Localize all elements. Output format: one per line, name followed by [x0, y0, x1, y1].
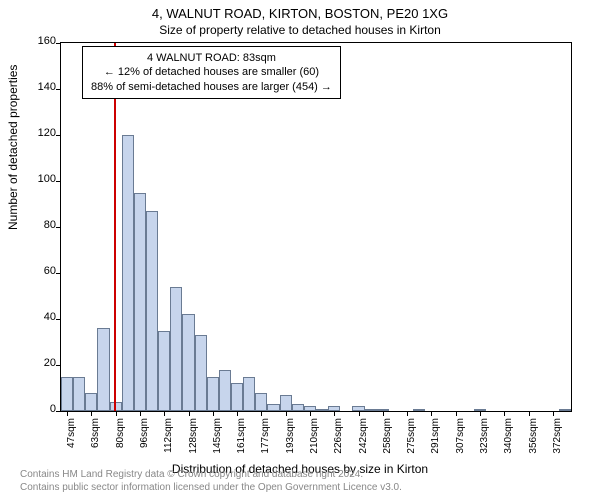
histogram-bar	[182, 314, 194, 411]
xtick-mark	[286, 411, 287, 416]
xtick-label: 80sqm	[115, 418, 126, 458]
xtick-mark	[456, 411, 457, 416]
ytick-mark	[56, 43, 61, 44]
xtick-label: 210sqm	[309, 418, 320, 458]
xtick-label: 275sqm	[406, 418, 417, 458]
histogram-bar	[146, 211, 158, 411]
ytick-mark	[56, 135, 61, 136]
xtick-mark	[334, 411, 335, 416]
histogram-bar	[158, 331, 170, 412]
xtick-mark	[213, 411, 214, 416]
ytick-label: 160	[16, 35, 56, 47]
xtick-label: 128sqm	[188, 418, 199, 458]
ytick-mark	[56, 89, 61, 90]
histogram-bar	[134, 193, 146, 412]
histogram-bar	[207, 377, 219, 412]
histogram-bar	[73, 377, 85, 412]
xtick-label: 145sqm	[212, 418, 223, 458]
ytick-label: 80	[16, 219, 56, 231]
histogram-bar	[267, 404, 279, 411]
chart-title: 4, WALNUT ROAD, KIRTON, BOSTON, PE20 1XG	[0, 0, 600, 21]
footer-attribution: Contains HM Land Registry data © Crown c…	[20, 469, 402, 494]
histogram-bar	[219, 370, 231, 411]
histogram-bar	[255, 393, 267, 411]
xtick-mark	[140, 411, 141, 416]
annotation-box: 4 WALNUT ROAD: 83sqm ← 12% of detached h…	[82, 46, 341, 99]
footer-line1: Contains HM Land Registry data © Crown c…	[20, 469, 402, 482]
ytick-label: 0	[16, 403, 56, 415]
ytick-mark	[56, 181, 61, 182]
ytick-label: 140	[16, 81, 56, 93]
xtick-label: 226sqm	[333, 418, 344, 458]
histogram-bar	[292, 404, 304, 411]
annotation-line3: 88% of semi-detached houses are larger (…	[91, 80, 332, 94]
ytick-mark	[56, 319, 61, 320]
xtick-mark	[67, 411, 68, 416]
xtick-label: 340sqm	[503, 418, 514, 458]
xtick-label: 63sqm	[90, 418, 101, 458]
ytick-label: 60	[16, 265, 56, 277]
xtick-label: 242sqm	[358, 418, 369, 458]
histogram-bar	[97, 328, 109, 411]
xtick-label: 112sqm	[163, 418, 174, 458]
xtick-mark	[359, 411, 360, 416]
xtick-label: 258sqm	[382, 418, 393, 458]
ytick-mark	[56, 273, 61, 274]
xtick-mark	[407, 411, 408, 416]
histogram-bar	[195, 335, 207, 411]
xtick-label: 307sqm	[455, 418, 466, 458]
xtick-label: 372sqm	[552, 418, 563, 458]
histogram-bar	[280, 395, 292, 411]
xtick-label: 323sqm	[479, 418, 490, 458]
xtick-mark	[383, 411, 384, 416]
xtick-label: 96sqm	[139, 418, 150, 458]
histogram-bar	[559, 409, 571, 411]
xtick-mark	[553, 411, 554, 416]
histogram-bar	[231, 383, 243, 411]
xtick-mark	[431, 411, 432, 416]
histogram-bar	[122, 135, 134, 411]
histogram-bar	[365, 409, 377, 411]
xtick-label: 47sqm	[66, 418, 77, 458]
histogram-bar	[243, 377, 255, 412]
xtick-mark	[189, 411, 190, 416]
xtick-mark	[310, 411, 311, 416]
xtick-mark	[91, 411, 92, 416]
ytick-mark	[56, 411, 61, 412]
xtick-label: 193sqm	[285, 418, 296, 458]
xtick-label: 356sqm	[528, 418, 539, 458]
xtick-mark	[164, 411, 165, 416]
xtick-mark	[529, 411, 530, 416]
chart-subtitle: Size of property relative to detached ho…	[0, 21, 600, 37]
xtick-mark	[116, 411, 117, 416]
ytick-label: 40	[16, 311, 56, 323]
xtick-label: 177sqm	[260, 418, 271, 458]
annotation-line1: 4 WALNUT ROAD: 83sqm	[91, 51, 332, 65]
annotation-line2: ← 12% of detached houses are smaller (60…	[91, 65, 332, 79]
histogram-bar	[85, 393, 97, 411]
ytick-mark	[56, 227, 61, 228]
histogram-bar	[170, 287, 182, 411]
xtick-label: 291sqm	[430, 418, 441, 458]
histogram-bar	[316, 409, 328, 411]
ytick-label: 20	[16, 357, 56, 369]
histogram-bar	[61, 377, 73, 412]
xtick-mark	[504, 411, 505, 416]
ytick-label: 100	[16, 173, 56, 185]
xtick-label: 161sqm	[236, 418, 247, 458]
xtick-mark	[480, 411, 481, 416]
xtick-mark	[237, 411, 238, 416]
ytick-label: 120	[16, 127, 56, 139]
histogram-bar	[413, 409, 425, 411]
footer-line2: Contains public sector information licen…	[20, 482, 402, 495]
xtick-mark	[261, 411, 262, 416]
ytick-mark	[56, 365, 61, 366]
